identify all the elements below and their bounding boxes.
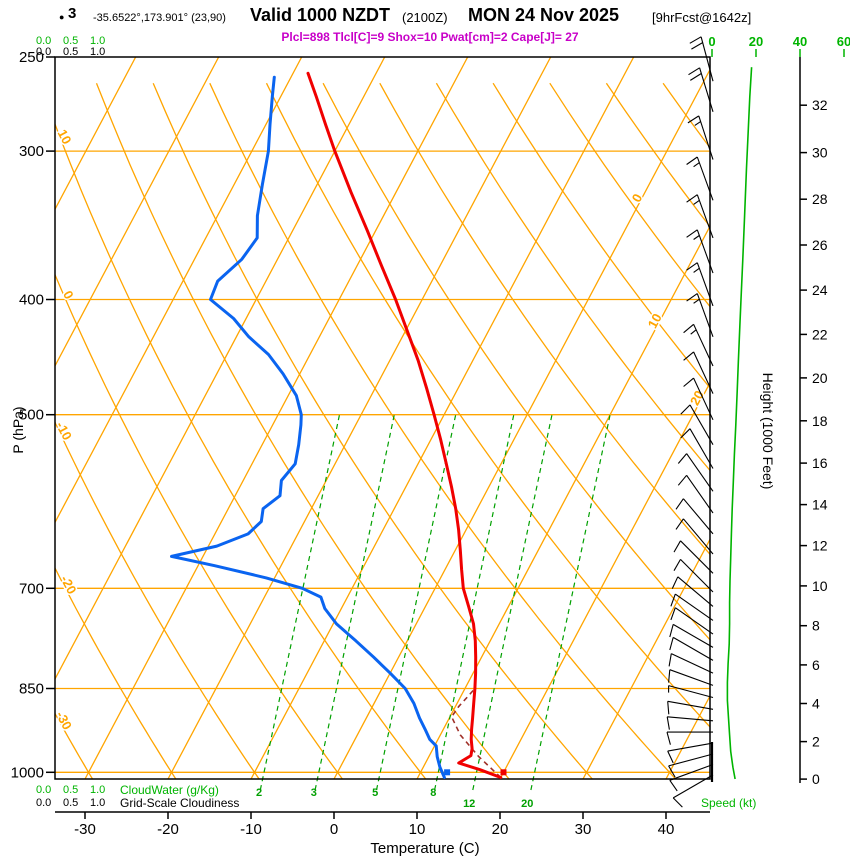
cloudiness-scale-top-05: 0.5 xyxy=(63,46,79,58)
dry-adiabat-grid xyxy=(55,82,710,779)
svg-text:2: 2 xyxy=(812,734,820,750)
cloudiness-scale-top-0: 0.0 xyxy=(36,46,52,58)
cloudwater-scale-bottom-0: 0.0 xyxy=(36,784,52,796)
svg-text:4: 4 xyxy=(812,696,820,712)
valid-zulu: (2100Z) xyxy=(402,10,448,25)
cloudiness-scale-top-1: 1.0 xyxy=(90,46,106,58)
cloudwater-scale-bottom-1: 1.0 xyxy=(90,784,106,796)
svg-text:1000: 1000 xyxy=(11,764,44,781)
svg-text:-20: -20 xyxy=(58,573,80,597)
svg-text:28: 28 xyxy=(812,191,828,207)
mixing-ratio-lines xyxy=(259,414,611,791)
dewpoint-curve xyxy=(170,75,446,779)
isotherm-grid xyxy=(55,57,710,779)
svg-text:300: 300 xyxy=(19,143,44,160)
svg-text:24: 24 xyxy=(812,282,828,298)
cloudwater-scale-bottom-05: 0.5 xyxy=(63,784,79,796)
svg-text:3: 3 xyxy=(311,787,317,799)
parcel-path xyxy=(450,687,502,779)
station-coordinates: -35.6522°,173.901° (23,90) xyxy=(93,12,226,24)
svg-text:22: 22 xyxy=(812,326,828,342)
svg-text:8: 8 xyxy=(430,787,436,799)
temperature-axis: -30 -20 -10 0 10 20 30 40 xyxy=(55,811,710,838)
plot-border xyxy=(54,56,711,780)
valid-time: Valid 1000 NZDT xyxy=(250,5,391,25)
cloudwater-scale-top-1: 1.0 xyxy=(90,35,106,47)
wind-barbs xyxy=(666,36,714,808)
station-number: 3 xyxy=(68,5,77,22)
svg-text:12: 12 xyxy=(463,798,475,810)
svg-text:400: 400 xyxy=(19,292,44,309)
speed-axis: 0 20 40 60 xyxy=(708,34,850,57)
svg-text:0: 0 xyxy=(708,34,715,49)
station-marker-icon: ● xyxy=(59,12,65,22)
cloudwater-scale-top-05: 0.5 xyxy=(63,35,79,47)
speed-axis-label: Speed (kt) xyxy=(701,796,757,810)
svg-text:20: 20 xyxy=(521,798,533,810)
svg-text:-20: -20 xyxy=(157,821,179,838)
surface-markers xyxy=(444,769,507,776)
svg-text:-10: -10 xyxy=(240,821,262,838)
pressure-gridlines xyxy=(55,150,710,773)
svg-text:500: 500 xyxy=(19,407,44,424)
cloudwater-label: CloudWater (g/Kg) xyxy=(120,783,219,797)
svg-text:-30: -30 xyxy=(53,709,75,733)
surface-temp-marker xyxy=(500,769,507,776)
temperature-axis-label: Temperature (C) xyxy=(370,840,480,857)
svg-text:26: 26 xyxy=(812,237,828,253)
svg-text:12: 12 xyxy=(812,538,828,554)
svg-text:2: 2 xyxy=(256,787,262,799)
svg-text:30: 30 xyxy=(575,821,592,838)
svg-text:40: 40 xyxy=(793,34,807,49)
surface-dewpoint-marker xyxy=(444,769,451,776)
forecast-info: [9hrFcst@1642z] xyxy=(652,10,752,25)
svg-text:20: 20 xyxy=(749,34,763,49)
stability-indices: Plcl=898 Tlcl[C]=9 Shox=10 Pwat[cm]=2 Ca… xyxy=(281,30,579,44)
svg-text:250: 250 xyxy=(19,49,44,66)
svg-text:20: 20 xyxy=(812,370,828,386)
cloudiness-scale-bottom-0: 0.0 xyxy=(36,797,52,809)
temperature-curve xyxy=(306,71,503,779)
svg-text:0: 0 xyxy=(330,821,338,838)
svg-text:8: 8 xyxy=(812,618,820,634)
svg-text:5: 5 xyxy=(372,787,378,799)
mixing-ratio-labels: 2 3 5 8 12 20 xyxy=(256,787,533,810)
speed-curve xyxy=(726,67,753,780)
svg-text:18: 18 xyxy=(812,413,828,429)
cloudiness-label: Grid-Scale Cloudiness xyxy=(120,796,240,810)
svg-text:40: 40 xyxy=(658,821,675,838)
svg-text:850: 850 xyxy=(19,681,44,698)
pressure-axis: 250 300 400 500 700 850 1000 xyxy=(11,49,55,781)
svg-text:14: 14 xyxy=(812,497,828,513)
svg-text:30: 30 xyxy=(812,145,828,161)
svg-text:10: 10 xyxy=(812,578,828,594)
svg-text:16: 16 xyxy=(812,455,828,471)
svg-text:6: 6 xyxy=(812,657,820,673)
svg-text:-10: -10 xyxy=(53,419,75,443)
svg-text:20: 20 xyxy=(492,821,509,838)
cloudiness-scale-bottom-1: 1.0 xyxy=(90,797,106,809)
svg-text:10: 10 xyxy=(409,821,426,838)
svg-text:32: 32 xyxy=(812,97,828,113)
cloudiness-scale-bottom-05: 0.5 xyxy=(63,797,79,809)
svg-text:-30: -30 xyxy=(74,821,96,838)
svg-text:700: 700 xyxy=(19,580,44,597)
svg-text:0: 0 xyxy=(812,771,820,787)
svg-text:60: 60 xyxy=(837,34,850,49)
cloudwater-scale-top-0: 0.0 xyxy=(36,35,52,47)
valid-date: MON 24 Nov 2025 xyxy=(468,5,620,25)
